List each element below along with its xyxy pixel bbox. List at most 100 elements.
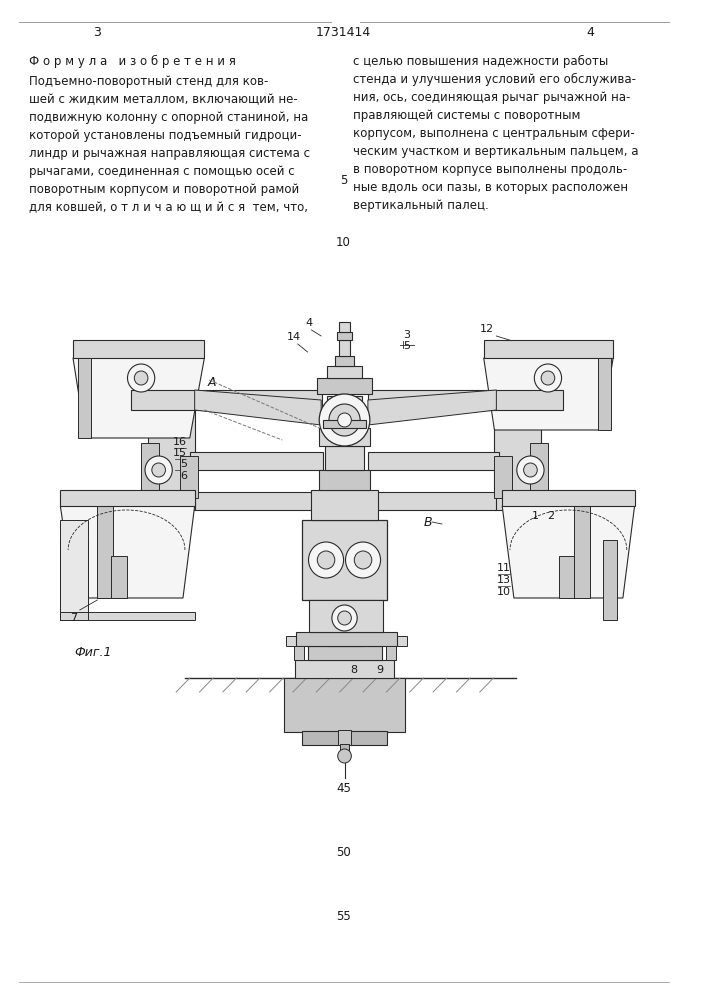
Bar — [494, 398, 541, 510]
Bar — [320, 470, 370, 490]
Text: 5: 5 — [403, 341, 410, 351]
Bar — [194, 492, 323, 510]
Text: 12: 12 — [479, 324, 493, 334]
Circle shape — [127, 364, 155, 392]
Polygon shape — [484, 358, 613, 430]
Text: 4: 4 — [587, 26, 595, 39]
Bar — [597, 358, 612, 430]
Text: с целью повышения надежности работы
стенда и улучшения условий его обслужива-
ни: с целью повышения надежности работы стен… — [354, 55, 639, 212]
Text: 11: 11 — [497, 563, 511, 573]
Bar — [574, 506, 590, 598]
Bar — [368, 452, 499, 470]
Text: 10: 10 — [497, 587, 511, 597]
Text: 1731414: 1731414 — [316, 26, 371, 39]
Bar — [320, 428, 370, 446]
Text: 6: 6 — [180, 471, 187, 481]
Bar — [295, 660, 395, 678]
Bar — [317, 378, 372, 394]
Circle shape — [145, 456, 173, 484]
Bar — [339, 340, 351, 356]
Text: 50: 50 — [337, 846, 351, 858]
Circle shape — [338, 611, 351, 625]
Bar — [530, 443, 548, 498]
Polygon shape — [502, 506, 635, 598]
Bar — [502, 490, 635, 506]
Bar — [296, 632, 397, 646]
Bar — [98, 506, 113, 598]
Bar — [339, 322, 351, 332]
Text: Ф о р м у л а   и з о б р е т е н и я: Ф о р м у л а и з о б р е т е н и я — [29, 55, 236, 68]
Bar — [494, 456, 512, 498]
Bar — [327, 366, 362, 378]
Text: 15: 15 — [173, 448, 187, 458]
Bar — [148, 398, 194, 510]
Bar — [335, 356, 354, 366]
Text: 7: 7 — [71, 613, 78, 623]
Text: 1: 1 — [532, 511, 539, 521]
Text: Подъемно-поворотный стенд для ков-
шей с жидким металлом, включающий не-
подвижн: Подъемно-поворотный стенд для ков- шей с… — [29, 75, 310, 214]
Text: 45: 45 — [336, 782, 351, 794]
Circle shape — [134, 371, 148, 385]
Text: 5: 5 — [340, 174, 347, 186]
Bar — [141, 443, 158, 498]
Circle shape — [317, 551, 335, 569]
Circle shape — [517, 456, 544, 484]
Circle shape — [534, 364, 561, 392]
Bar — [323, 420, 366, 428]
Bar — [78, 358, 91, 438]
Text: 5: 5 — [180, 459, 187, 469]
Text: 9: 9 — [376, 665, 383, 675]
Bar — [312, 490, 378, 520]
Bar — [294, 646, 304, 660]
Text: 13: 13 — [497, 575, 511, 585]
Circle shape — [346, 542, 380, 578]
Bar — [387, 646, 396, 660]
Text: 2: 2 — [547, 511, 554, 521]
Bar — [132, 390, 322, 410]
Bar — [337, 332, 352, 340]
Bar — [339, 744, 349, 752]
Text: 55: 55 — [337, 910, 351, 922]
Polygon shape — [368, 390, 496, 425]
Bar — [189, 452, 323, 470]
Circle shape — [329, 404, 360, 436]
Text: 10: 10 — [336, 236, 351, 249]
Bar — [60, 520, 88, 620]
Bar — [362, 636, 407, 646]
Circle shape — [338, 749, 351, 763]
Bar — [327, 396, 362, 646]
Bar — [559, 556, 574, 598]
Text: 16: 16 — [173, 437, 187, 447]
Text: 8: 8 — [351, 665, 358, 675]
Bar — [286, 636, 327, 646]
Text: 3: 3 — [403, 330, 410, 340]
Text: Фиг.1: Фиг.1 — [74, 646, 112, 658]
Bar — [284, 678, 405, 732]
Text: A: A — [208, 375, 216, 388]
Circle shape — [338, 413, 351, 427]
Bar — [111, 556, 127, 598]
Circle shape — [354, 551, 372, 569]
Circle shape — [320, 394, 370, 446]
Text: B: B — [424, 516, 433, 528]
Circle shape — [152, 463, 165, 477]
Polygon shape — [73, 358, 204, 438]
Text: 14: 14 — [287, 332, 301, 342]
Circle shape — [541, 371, 555, 385]
Bar — [73, 340, 204, 358]
Bar — [325, 446, 364, 470]
Bar — [302, 520, 387, 600]
Bar — [308, 646, 382, 660]
Text: 3: 3 — [93, 26, 101, 39]
Bar — [484, 340, 613, 358]
Text: 4: 4 — [306, 318, 313, 328]
Circle shape — [524, 463, 537, 477]
Bar — [368, 390, 563, 410]
Bar — [180, 456, 197, 498]
Bar — [338, 730, 351, 745]
Circle shape — [308, 542, 344, 578]
Bar — [310, 600, 383, 632]
Polygon shape — [194, 390, 321, 425]
Bar — [60, 612, 194, 620]
Bar — [60, 490, 194, 506]
